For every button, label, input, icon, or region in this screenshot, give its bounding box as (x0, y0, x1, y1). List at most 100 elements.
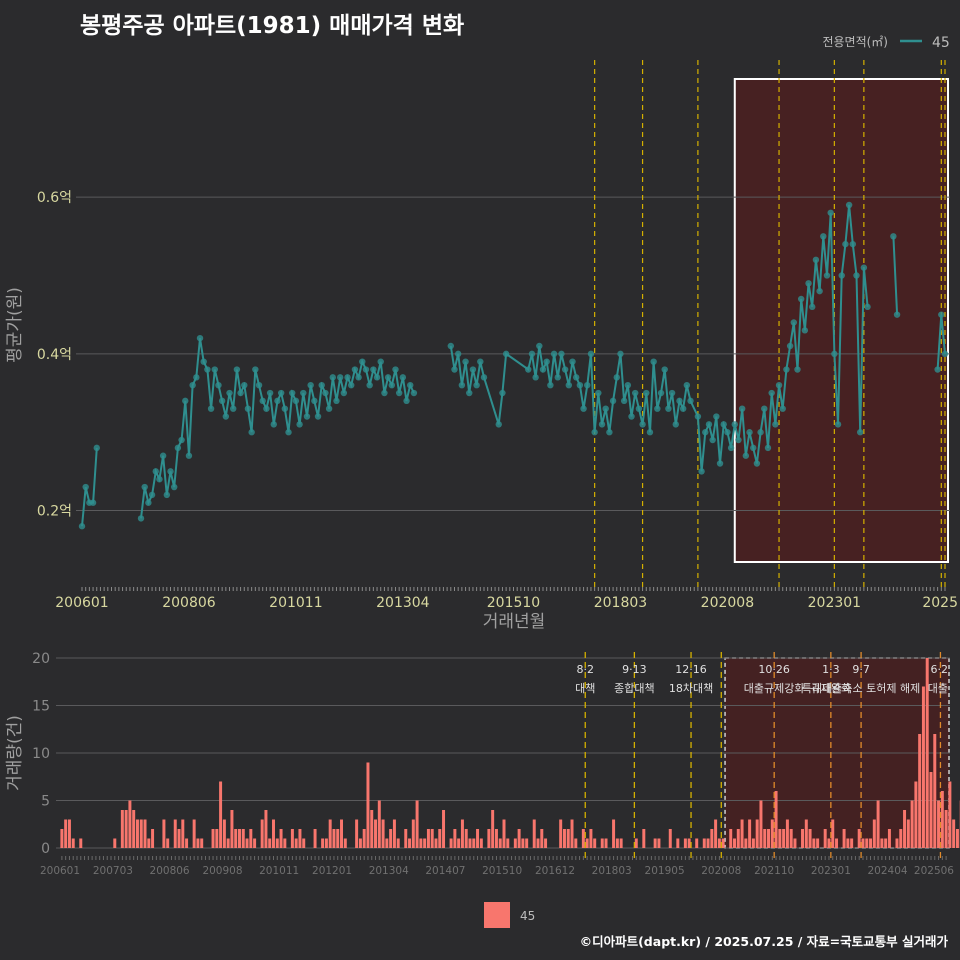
data-point (532, 374, 539, 381)
data-point (148, 491, 156, 499)
data-point (580, 405, 587, 412)
price-gridlines (76, 196, 950, 512)
volume-bar (426, 829, 430, 848)
data-point (561, 366, 569, 373)
volume-bar (812, 838, 816, 848)
data-point (359, 358, 366, 365)
data-point (602, 405, 609, 412)
data-point (624, 381, 632, 389)
volume-bar (147, 838, 151, 848)
data-point (713, 413, 720, 420)
data-point (812, 256, 820, 264)
data-point (233, 366, 241, 373)
volume-y-axis-title: 거래량(건) (5, 715, 25, 791)
volume-bar (612, 819, 616, 848)
volume-bars (60, 658, 960, 848)
data-point (270, 421, 277, 428)
volume-bar (702, 838, 706, 848)
data-point (764, 444, 772, 452)
volume-bar (324, 838, 328, 848)
volume-policy-lines (584, 652, 942, 858)
data-point (274, 397, 281, 405)
volume-bar (770, 819, 774, 848)
volume-bar (192, 819, 196, 848)
data-point (255, 381, 263, 389)
x-tick-label: 200703 (93, 865, 133, 877)
volume-bar (362, 829, 366, 848)
volume-bar (275, 838, 279, 848)
y-tick-label: 20 (32, 651, 50, 667)
data-point (156, 476, 163, 483)
x-tick-label: 201803 (594, 595, 647, 611)
data-point (783, 366, 790, 373)
volume-bar (751, 838, 755, 848)
data-point (794, 366, 801, 373)
volume-bar (744, 838, 748, 848)
y-tick-label: 0.6억 (37, 190, 72, 206)
data-point (333, 397, 340, 405)
data-point (340, 389, 348, 397)
annotation-label: 대출규제강화 (744, 682, 805, 695)
volume-bar (181, 819, 185, 848)
data-point (171, 483, 178, 491)
data-point (698, 468, 705, 475)
data-point (617, 350, 624, 358)
volume-bar (952, 819, 956, 848)
volume-bar (589, 829, 593, 848)
volume-bar (460, 819, 464, 848)
data-point (215, 381, 222, 389)
volume-bar (937, 800, 941, 848)
data-point (78, 523, 86, 530)
data-point (480, 374, 488, 381)
volume-bar (411, 819, 415, 848)
volume-bar (238, 829, 241, 848)
volume-bar (921, 686, 925, 848)
volume-bar (468, 838, 472, 848)
volume-bar (177, 829, 181, 848)
volume-y-axis: 0 5 10 15 20 (32, 651, 50, 857)
volume-bar (710, 829, 714, 848)
volume-bar (245, 838, 249, 848)
volume-bar (332, 829, 336, 848)
x-tick-label: 201612 (535, 865, 575, 877)
data-point (451, 366, 458, 373)
data-point (307, 381, 314, 389)
data-point (790, 319, 797, 326)
data-point (218, 397, 226, 405)
volume-bar (793, 838, 797, 848)
price-chart-panel: 0.2억 0.4억 0.6억 200601 200806 201011 201304 201… (5, 35, 958, 632)
volume-bar (944, 810, 948, 848)
data-point (709, 436, 716, 444)
data-point (606, 429, 613, 436)
data-point (587, 350, 595, 358)
volume-bar (581, 829, 585, 848)
data-point (266, 389, 274, 397)
price-y-axis: 0.2억 0.4억 0.6억 (37, 190, 72, 519)
data-point (702, 429, 709, 436)
price-legend: 전용면적(㎡) 45 (822, 35, 949, 51)
data-point (410, 389, 418, 397)
data-point (834, 421, 842, 428)
volume-bar (536, 838, 540, 848)
price-y-axis-title: 평균가(원) (5, 287, 25, 363)
volume-bar (816, 838, 820, 848)
volume-bar (827, 838, 831, 848)
volume-bar (355, 819, 359, 848)
data-point (395, 389, 403, 397)
volume-bar (785, 819, 789, 848)
volume-bar (846, 838, 850, 848)
data-point (613, 374, 620, 381)
data-point (668, 389, 676, 397)
x-tick-label: 202110 (754, 865, 794, 877)
volume-bar (729, 829, 733, 848)
volume-bar (124, 810, 128, 848)
data-point (89, 499, 97, 506)
data-point (318, 381, 325, 389)
data-point (259, 397, 266, 405)
data-point (311, 397, 318, 405)
data-point (230, 405, 237, 412)
volume-bar (733, 838, 736, 848)
data-point (211, 366, 218, 373)
data-point (174, 444, 182, 452)
